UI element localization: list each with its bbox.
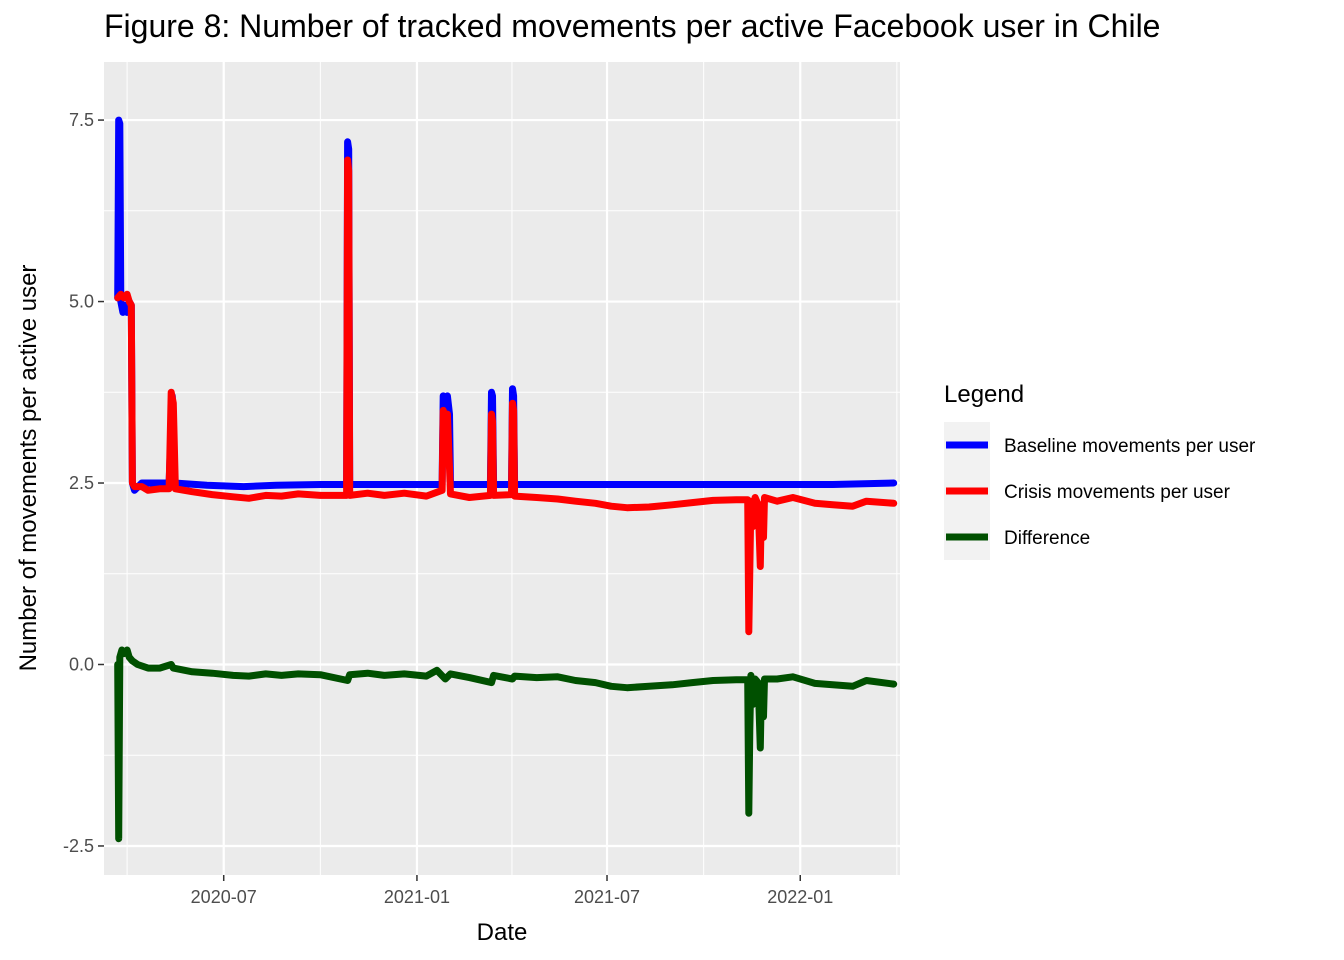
legend-title: Legend [944, 381, 1024, 408]
chart-title: Figure 8: Number of tracked movements pe… [104, 8, 1161, 44]
plot-panel [104, 62, 900, 875]
y-axis-title: Number of movements per active user [15, 265, 42, 672]
y-tick-label: 5.0 [69, 292, 94, 312]
legend-label: Difference [1004, 528, 1090, 549]
x-tick-label: 2022-01 [767, 887, 833, 907]
series-line-difference [114, 646, 898, 843]
x-tick-label: 2020-07 [191, 887, 257, 907]
x-axis-title: Date [477, 919, 528, 946]
legend-label: Baseline movements per user [1004, 436, 1256, 457]
y-tick-label: -2.5 [63, 836, 94, 856]
x-tick-label: 2021-01 [384, 887, 450, 907]
minor-gridlines [104, 62, 900, 875]
series-layer [114, 116, 898, 843]
legend-items: Baseline movements per user Crisis moveme… [946, 436, 1256, 549]
legend-label: Crisis movements per user [1004, 482, 1231, 503]
series-line-crisis-movements-per-user [114, 156, 898, 636]
y-tick-label: 0.0 [69, 654, 94, 674]
x-tick-label: 2021-07 [574, 887, 640, 907]
y-tick-label: 7.5 [69, 110, 94, 130]
ticks-layer: -2.5 0.0 2.5 5.0 7.5 2020-07 2021-01 2021-07 202… [63, 110, 833, 907]
legend: Legend Baseline movements per user Crisis… [944, 381, 1256, 560]
y-tick-label: 2.5 [69, 473, 94, 493]
